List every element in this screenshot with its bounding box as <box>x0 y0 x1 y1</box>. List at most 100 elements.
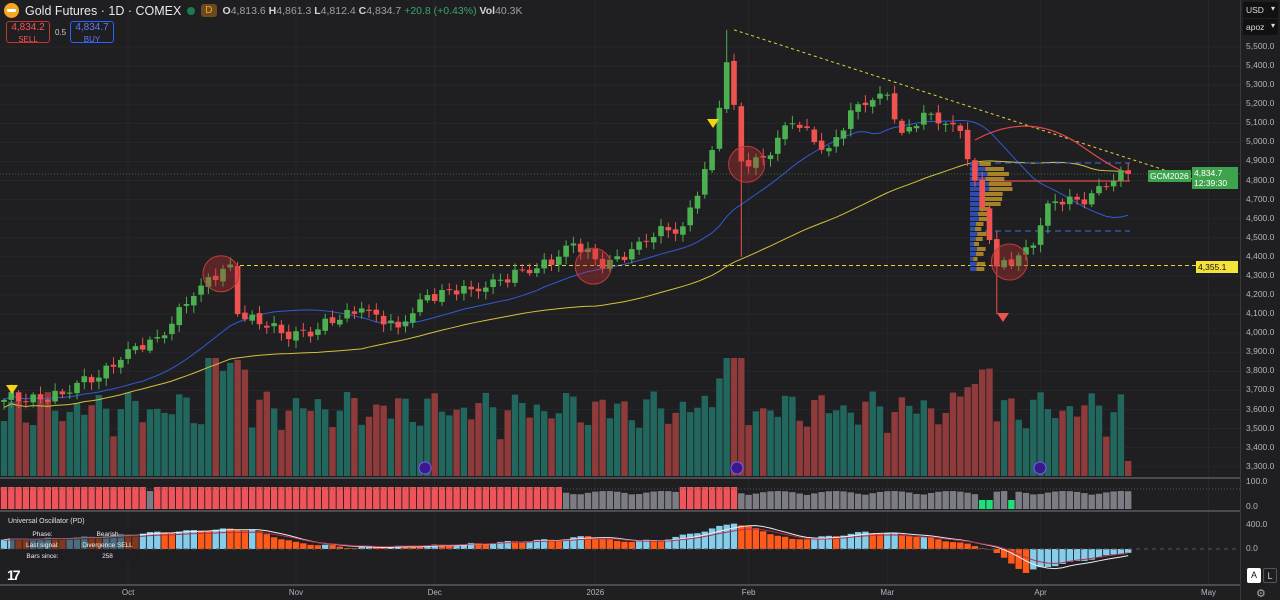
ma-slow-line <box>3 160 1129 409</box>
price-axis-label: 4,600.0 <box>1246 212 1275 223</box>
volume-bar <box>774 416 781 476</box>
candle-body <box>234 265 241 315</box>
bars-label: Bars since: <box>26 553 59 560</box>
volume-bar <box>81 414 88 476</box>
volume-bar <box>643 399 650 476</box>
oscillator-bar <box>621 541 628 549</box>
candle-body <box>1110 180 1117 187</box>
oscillator-bar <box>1110 549 1117 555</box>
volume-profile-bar <box>979 207 991 211</box>
candle-body <box>23 401 29 403</box>
volume-bar <box>986 368 993 476</box>
signal-circle <box>202 255 240 293</box>
oscillator-bar <box>781 536 789 549</box>
strip-bar <box>468 487 475 509</box>
candle-body <box>658 226 664 237</box>
candle-body <box>256 313 263 325</box>
volume-bar <box>1125 461 1132 476</box>
candle-body <box>1 399 7 402</box>
volume-bar <box>621 401 628 476</box>
volume-profile-bar <box>974 242 979 246</box>
oscillator-bar <box>1125 549 1132 553</box>
strip-bar <box>672 491 679 509</box>
oscillator-bar <box>146 532 154 549</box>
strip-bar <box>263 487 270 509</box>
log-scale-button[interactable]: L <box>1263 568 1277 583</box>
strip-bar <box>446 487 453 509</box>
auto-scale-button[interactable]: A <box>1247 568 1261 583</box>
candle-body <box>1096 186 1102 194</box>
oscillator-bar <box>650 539 657 549</box>
strip-bar <box>891 491 898 509</box>
candle-body <box>417 299 423 313</box>
sell-button[interactable]: 4,834.2 SELL <box>6 21 50 44</box>
volume-bar <box>146 409 154 476</box>
candle-body <box>775 137 781 154</box>
volume-bar <box>650 391 657 476</box>
volume-bar <box>701 395 708 476</box>
strip-bar <box>927 492 935 509</box>
oscillator-bar <box>1030 549 1037 570</box>
strip-bar <box>351 487 358 509</box>
candle-body <box>665 227 672 231</box>
strip-bar <box>270 487 278 509</box>
candle-body <box>373 309 380 315</box>
volume-profile-bar <box>984 197 1003 201</box>
volume-bar <box>679 401 687 476</box>
oscillator-bar <box>570 537 577 549</box>
level-price-tag: 4,355.1 <box>1196 261 1238 273</box>
divergence-icon <box>730 461 744 475</box>
tradingview-logo[interactable]: 17 <box>7 567 21 583</box>
candle-body <box>183 304 190 306</box>
chart-canvas[interactable] <box>0 0 1240 600</box>
strip-bar <box>570 494 577 509</box>
oscillator-title[interactable]: Universal Oscillator (PD) <box>8 518 85 525</box>
candle-body <box>358 308 365 313</box>
strip-bar <box>811 493 818 509</box>
strip-bar <box>241 487 249 509</box>
strip-bar <box>256 487 263 509</box>
currency-select[interactable]: USD <box>1243 2 1278 18</box>
candle-body <box>154 337 161 339</box>
candle-body <box>118 359 124 368</box>
candle-body <box>534 268 540 274</box>
strip-bar <box>555 487 562 509</box>
volume-bar <box>993 421 1000 476</box>
last-price-tag: 4,834.7 12:39:30 <box>1192 167 1238 189</box>
buy-button[interactable]: 4,834.7 BUY <box>70 21 114 44</box>
osc-slow-line <box>3 528 1129 564</box>
volume-bar <box>1073 416 1081 476</box>
oscillator-bar <box>592 538 599 549</box>
oscillator-bar <box>526 541 533 549</box>
candle-body <box>512 269 518 283</box>
candle-body <box>884 94 891 96</box>
candle-body <box>1045 203 1051 226</box>
strip-bar <box>402 487 409 509</box>
strip-bar <box>1117 491 1125 509</box>
candle-body <box>607 259 613 269</box>
volume-bar <box>1022 428 1030 476</box>
oscillator-bar <box>614 540 621 549</box>
oscillator-bar <box>884 533 891 549</box>
symbol-title[interactable]: Gold Futures · 1D · COMEX <box>25 3 182 18</box>
strip-bar <box>833 491 840 509</box>
strip-bar <box>460 487 468 509</box>
oscillator-bar <box>241 530 249 549</box>
oscillator-info-table: Phase: Bearish Last signal: Divergence SEL… <box>10 529 140 562</box>
settings-gear-icon[interactable]: ⚙ <box>1256 588 1266 600</box>
oscillator-bar <box>139 533 146 549</box>
strip-bar <box>30 487 37 509</box>
ohlc-values: O4,813.6 H4,861.3 L4,812.4 C4,834.7 +20.… <box>222 4 523 17</box>
oscillator-bar <box>687 533 694 549</box>
candle-body <box>1118 170 1124 181</box>
volume-bar <box>1030 399 1037 476</box>
oscillator-bar <box>336 546 343 549</box>
oscillator-bar <box>1000 549 1008 558</box>
candle-body <box>1037 225 1044 245</box>
candle-body <box>1052 201 1058 204</box>
candle-body <box>1103 186 1110 188</box>
unit-select[interactable]: apoz <box>1243 19 1278 35</box>
candle-body <box>8 392 15 400</box>
candle-body <box>672 229 679 234</box>
price-axis[interactable] <box>1240 0 1280 600</box>
